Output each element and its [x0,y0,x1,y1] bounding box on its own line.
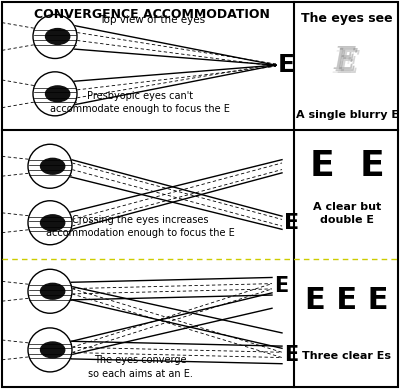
Ellipse shape [40,342,65,358]
Text: The eyes converge
so each aims at an E.: The eyes converge so each aims at an E. [88,356,192,378]
Text: A single blurry E: A single blurry E [296,110,398,120]
Circle shape [28,269,72,313]
Text: E: E [284,213,299,233]
Text: Presbyopic eyes can't
accommodate enough to focus the E: Presbyopic eyes can't accommodate enough… [50,91,230,114]
Text: Crossing the eyes increases
accommodation enough to focus the E: Crossing the eyes increases accommodatio… [46,215,234,238]
Ellipse shape [40,158,65,174]
Text: E E E: E E E [305,286,389,315]
Ellipse shape [46,86,70,102]
Text: E: E [336,47,358,78]
Ellipse shape [40,215,65,231]
Circle shape [28,328,72,372]
Text: E: E [338,49,360,80]
Ellipse shape [46,28,70,44]
Text: The eyes see: The eyes see [301,12,393,25]
Text: E: E [333,49,355,80]
Text: E: E [284,345,298,365]
Circle shape [28,201,72,245]
Text: Top view of the eyes: Top view of the eyes [99,15,205,25]
Text: E: E [334,45,356,76]
Text: A clear but
double E: A clear but double E [313,202,381,225]
Circle shape [28,144,72,188]
Text: E: E [278,53,295,77]
Text: E: E [274,276,288,296]
Ellipse shape [40,283,65,299]
Circle shape [33,72,77,116]
Circle shape [33,14,77,58]
Text: CONVERGENCE ACCOMMODATION: CONVERGENCE ACCOMMODATION [34,8,270,21]
Text: E  E: E E [310,149,384,183]
Text: Three clear Es: Three clear Es [302,351,392,361]
